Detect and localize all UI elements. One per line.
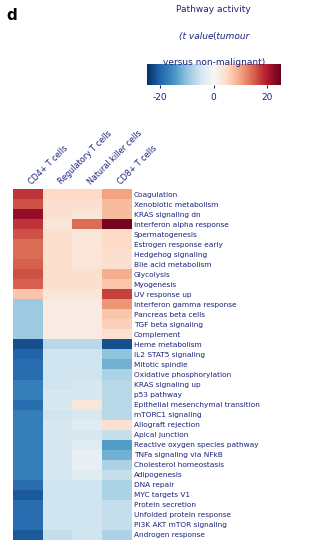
- Text: d: d: [6, 8, 17, 23]
- Text: (: (: [212, 32, 215, 41]
- Text: (t value tumour: (t value tumour: [179, 32, 249, 41]
- Text: Pathway activity: Pathway activity: [176, 5, 251, 14]
- Text: versus non-malignant): versus non-malignant): [163, 58, 265, 67]
